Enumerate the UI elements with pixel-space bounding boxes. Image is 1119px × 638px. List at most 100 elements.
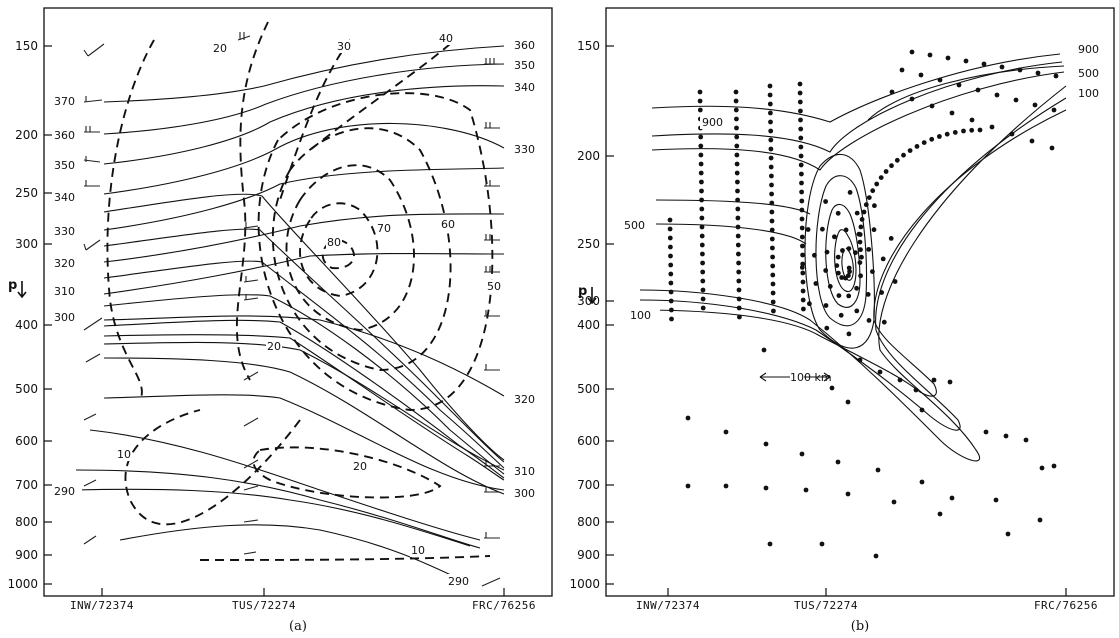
trajectory-dot: [770, 290, 776, 296]
trajectory-dot: [799, 216, 805, 222]
trajectory-dot: [881, 319, 887, 325]
trajectory-dot: [799, 451, 805, 457]
y-tick-label: 250: [577, 237, 600, 251]
trajectory-dot: [877, 369, 883, 375]
x-tick-label: INW/72374: [70, 599, 134, 612]
trajectory-dot: [770, 245, 775, 251]
y-tick-label: 800: [15, 515, 38, 529]
trajectory-dot: [769, 227, 775, 233]
contour-label: 500: [624, 219, 645, 232]
trajectory-dot: [1049, 145, 1055, 151]
trajectory-dot: [846, 331, 852, 337]
trajectory-dot: [854, 210, 860, 216]
pressure-axis-label: p: [8, 278, 17, 293]
trajectory-dot: [1032, 102, 1038, 108]
trajectory-dot: [769, 200, 775, 206]
trajectory-dot: [798, 126, 804, 132]
panel-a: 150 200 250 300 400 500 600 700 800 900 …: [7, 7, 553, 634]
trajectory-dot: [1051, 107, 1057, 113]
trajectory-dot: [866, 247, 872, 252]
isotach-labels: 20 30 40 80 70 60 50 20 20 10 10: [116, 32, 502, 557]
trajectory-dot: [735, 233, 741, 239]
trajectory-dot: [909, 49, 915, 55]
trajectory-dot: [870, 188, 876, 194]
trajectory-dot: [700, 296, 706, 302]
trajectory-dot: [889, 89, 895, 95]
y-tick-label: 250: [15, 186, 38, 200]
panel-b-y-axis: 150 200 250 300 400 500 600 700 800 900 …: [569, 39, 614, 591]
trajectory-dot: [836, 270, 841, 276]
panel-a-x-axis: INW/72374 TUS/72274 FRC/76256 (a): [70, 588, 536, 634]
isentrope-label: 350: [514, 59, 535, 72]
trajectory-dot: [891, 499, 897, 505]
trajectory-dot: [897, 377, 903, 383]
y-tick-label: 500: [15, 382, 38, 396]
trajectory-dot: [829, 385, 835, 391]
isentrope-label: 290: [448, 575, 469, 588]
trajectory-dot: [909, 96, 915, 102]
trajectory-dot: [685, 415, 691, 421]
y-tick-label: 300: [577, 294, 600, 308]
trajectory-dot: [699, 188, 704, 194]
trajectory-dot: [723, 483, 729, 489]
scale-bar: 100 km: [759, 371, 832, 384]
isentrope-label: 300: [54, 311, 75, 324]
trajectory-dot: [899, 67, 905, 73]
trajectory-dot: [872, 203, 877, 209]
trajectory-dot: [736, 287, 742, 293]
isotach-label: 20: [267, 340, 281, 353]
trajectory-dot: [767, 83, 773, 89]
trajectory-dot: [736, 296, 742, 302]
trajectory-dot: [798, 162, 804, 168]
trajectory-dot: [669, 307, 674, 313]
y-tick-label: 400: [577, 318, 600, 332]
trajectory-dot: [835, 459, 841, 465]
trajectory-dot: [819, 541, 825, 547]
trajectory-dot: [854, 308, 860, 314]
trajectory-dot: [698, 170, 704, 176]
trajectory-dot: [840, 248, 845, 253]
trajectory-dot: [1017, 67, 1023, 73]
y-tick-label: 700: [577, 478, 600, 492]
trajectory-dot: [823, 303, 829, 308]
trajectory-dot: [801, 306, 806, 312]
trajectory-dot: [735, 224, 741, 230]
trajectory-dot: [874, 181, 880, 187]
trajectory-dot: [734, 134, 740, 140]
isotach-label: 10: [117, 448, 131, 461]
trajectory-contours: [639, 53, 1067, 462]
isentropes: [75, 45, 505, 585]
isotach-label: 70: [377, 222, 391, 235]
trajectory-dot: [700, 278, 706, 284]
trajectory-dot: [734, 152, 740, 158]
trajectory-dot: [734, 161, 740, 167]
trajectory-dot: [698, 152, 704, 158]
trajectory-dot: [846, 293, 852, 299]
trajectory-dot: [963, 58, 969, 64]
trajectory-dot: [667, 217, 673, 223]
trajectory-dot: [798, 144, 804, 150]
trajectory-dot: [800, 288, 806, 294]
trajectory-dot: [889, 163, 894, 169]
trajectory-dot: [697, 89, 703, 95]
trajectory-dot: [800, 252, 805, 258]
trajectory-dot: [870, 269, 875, 274]
trajectory-dot: [807, 301, 812, 307]
trajectory-dot: [857, 232, 863, 237]
panel-caption: (a): [289, 619, 307, 634]
trajectory-dot: [768, 155, 774, 161]
isentrope-label: 340: [54, 191, 75, 204]
trajectory-dot: [700, 305, 706, 311]
trajectory-dot: [859, 217, 865, 222]
trajectory-dot: [977, 127, 983, 133]
trajectory-dot: [667, 226, 673, 232]
trajectory-dot: [733, 89, 739, 95]
trajectory-dot: [1039, 465, 1045, 471]
trajectory-dot: [871, 227, 877, 233]
trajectory-dot: [857, 239, 863, 245]
isentrope-label: 330: [514, 143, 535, 156]
trajectory-dot: [798, 135, 804, 141]
trajectory-dot: [767, 92, 773, 98]
trajectory-dot: [736, 278, 742, 284]
trajectory-dot: [857, 260, 863, 265]
